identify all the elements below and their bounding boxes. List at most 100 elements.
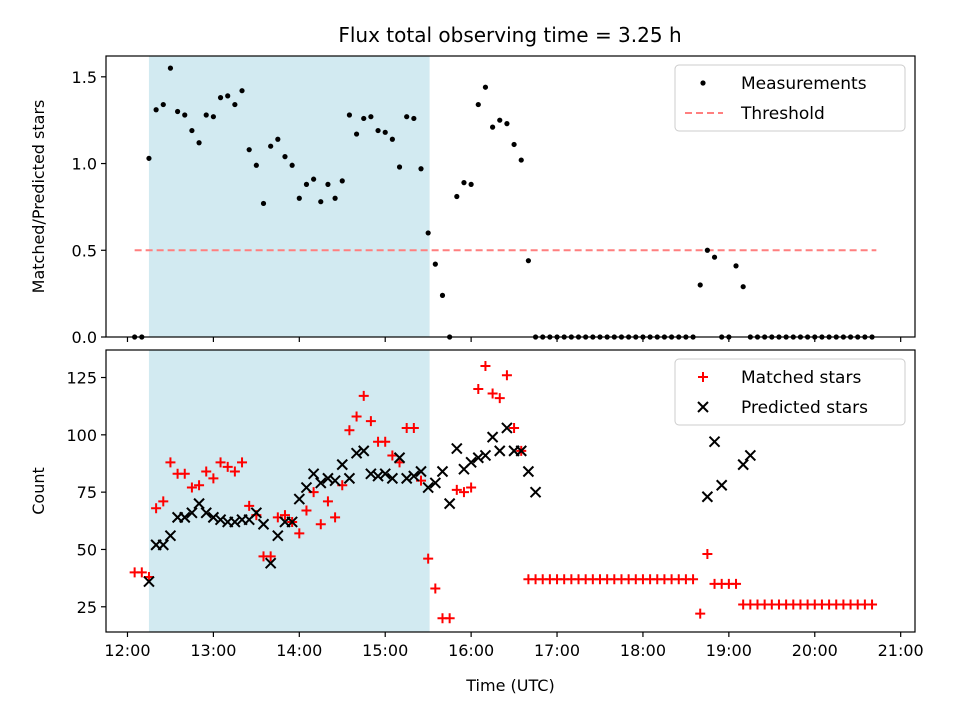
data-point: [451, 442, 463, 455]
data-point: [167, 65, 174, 71]
data-point: [454, 193, 460, 200]
data-point: [715, 479, 728, 491]
data-point: [315, 477, 327, 489]
data-point: [186, 507, 198, 519]
data-point: [737, 458, 749, 471]
data-point: [511, 141, 517, 148]
legend-label: Measurements: [741, 74, 867, 94]
data-point: [201, 466, 212, 477]
data-point: [350, 447, 363, 459]
y-tick-label: 50: [77, 540, 97, 559]
bottom-y-axis-label: Count: [29, 467, 48, 515]
data-point: [311, 176, 317, 182]
data-point: [160, 101, 166, 108]
data-point: [214, 513, 227, 526]
y-tick-label: 100: [66, 426, 97, 445]
data-point: [501, 370, 512, 381]
data-point: [688, 574, 699, 585]
data-point: [501, 422, 513, 434]
data-point: [265, 551, 276, 562]
data-point: [733, 263, 739, 269]
bottom-series-1: [143, 422, 757, 588]
data-point: [293, 493, 306, 505]
legend-box: [674, 64, 906, 132]
data-point: [422, 481, 434, 494]
data-point: [346, 112, 353, 118]
data-point: [158, 496, 169, 507]
legend-label: Threshold: [740, 104, 825, 124]
data-point: [744, 449, 757, 462]
data-point: [179, 511, 191, 524]
data-point: [522, 465, 535, 478]
data-point: [179, 468, 190, 479]
data-point: [282, 154, 288, 160]
data-point: [286, 516, 298, 528]
data-point: [411, 115, 417, 122]
data-point: [193, 497, 205, 510]
data-point: [296, 195, 302, 201]
y-tick-label: 1.0: [72, 155, 97, 174]
data-point: [451, 484, 462, 495]
bottom-panel-counts: 25 50 75 100 125 12:00 13:00 14:00 15:00 16:00 17:…: [29, 349, 924, 695]
data-point: [165, 457, 176, 468]
x-tick-label: 18:00: [620, 641, 666, 660]
data-point: [215, 457, 226, 468]
data-point: [708, 435, 721, 448]
data-point: [396, 164, 403, 170]
x-axis-label: Time (UTC): [465, 676, 554, 695]
data-point: [329, 474, 341, 487]
data-point: [358, 445, 370, 457]
data-point: [257, 518, 270, 530]
data-point: [203, 112, 209, 118]
legend-swatch: [697, 401, 709, 413]
data-point: [194, 480, 205, 491]
data-point: [504, 121, 510, 127]
x-tick-label: 19:00: [706, 641, 752, 660]
data-point: [695, 608, 706, 619]
data-point: [246, 147, 252, 153]
data-point: [303, 181, 310, 187]
data-point: [375, 127, 381, 134]
data-point: [322, 496, 333, 507]
data-point: [465, 456, 477, 469]
data-point: [289, 162, 295, 168]
data-point: [482, 84, 489, 90]
data-point: [136, 567, 147, 578]
y-tick-label: 125: [66, 369, 97, 388]
data-point: [353, 131, 360, 137]
data-point: [425, 230, 431, 236]
top-shaded-span: [148, 56, 430, 337]
data-point: [332, 195, 338, 201]
data-point: [423, 553, 434, 564]
data-point: [386, 472, 399, 485]
data-point: [494, 445, 506, 457]
data-point: [157, 539, 169, 551]
data-point: [444, 613, 455, 624]
data-point: [151, 503, 162, 514]
legend-box: [674, 358, 906, 426]
data-point: [490, 124, 496, 130]
data-point: [174, 108, 181, 115]
data-point: [358, 390, 369, 401]
data-point: [268, 143, 274, 149]
top-legend: Measurements Threshold: [674, 64, 906, 132]
data-point: [315, 519, 326, 530]
data-point: [207, 511, 220, 524]
y-tick-label: 25: [77, 598, 97, 617]
data-point: [418, 166, 424, 172]
data-point: [400, 472, 413, 485]
data-point: [697, 282, 703, 288]
data-point: [443, 497, 456, 510]
legend-swatch: [700, 80, 706, 86]
data-point: [264, 557, 277, 569]
data-point: [415, 465, 427, 478]
data-point: [164, 529, 177, 542]
data-point: [486, 431, 499, 443]
data-point: [867, 599, 878, 610]
data-point: [336, 458, 348, 471]
bottom-shaded-span: [148, 350, 430, 632]
x-tick-label: 17:00: [534, 641, 580, 660]
data-point: [480, 361, 491, 372]
bottom-series-0: [129, 361, 878, 624]
